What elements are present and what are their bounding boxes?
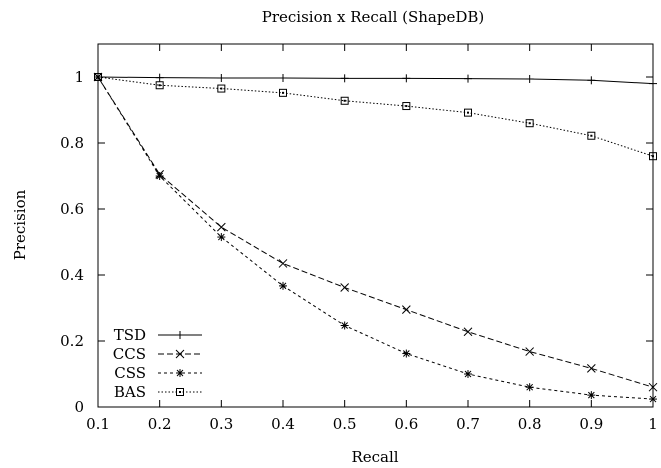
- x-tick-label: 0.8: [518, 415, 542, 433]
- data-point-tsd: [279, 73, 287, 82]
- x-tick-label: 1: [648, 415, 658, 433]
- data-point-bas: [402, 102, 411, 111]
- data-point-ccs: [401, 305, 411, 315]
- data-point-css: [525, 383, 534, 392]
- legend-label-css: CSS: [114, 364, 146, 382]
- series-line-ccs: [97, 76, 654, 388]
- data-point-ccs: [586, 364, 596, 373]
- y-tick-label: 0.6: [60, 200, 84, 218]
- data-point-bas: [464, 108, 472, 117]
- data-point-bas: [279, 88, 287, 97]
- data-point-tsd: [587, 76, 596, 85]
- y-tick-label: 0.8: [60, 134, 84, 152]
- data-point-css: [464, 370, 472, 378]
- data-point-bas: [217, 84, 226, 93]
- legend-label-ccs: CCS: [113, 345, 146, 363]
- series-group: [93, 72, 658, 404]
- plot-frame: [97, 43, 654, 408]
- data-point-ccs: [648, 382, 658, 392]
- x-tick-label: 0.2: [148, 415, 172, 433]
- data-point-css: [217, 233, 226, 242]
- axis-ticks: 0.1 0.2 0.3 0.4 0.5 0.6 0.7 0.8 0.9 1 0 0.2 0.4 0.6 0.…: [60, 44, 658, 433]
- data-point-css: [279, 281, 287, 290]
- x-tick-label: 0.5: [333, 415, 357, 433]
- data-point-css: [340, 321, 349, 330]
- data-point-bas: [649, 152, 657, 161]
- y-tick-label: 1: [74, 68, 84, 86]
- y-tick-label: 0.4: [60, 266, 84, 284]
- x-axis-label: Recall: [351, 448, 398, 466]
- data-point-bas: [155, 81, 164, 90]
- series-line-tsd: [97, 76, 654, 85]
- data-point-ccs: [278, 259, 288, 268]
- y-tick-label: 0.2: [60, 332, 84, 350]
- x-tick-label: 0.4: [271, 415, 295, 433]
- data-point-ccs: [525, 347, 535, 356]
- data-point-ccs: [463, 327, 473, 337]
- x-tick-label: 0.1: [86, 415, 110, 433]
- legend-marker-tsd: [176, 331, 184, 339]
- data-point-tsd: [649, 79, 657, 88]
- y-tick-label: 0: [74, 398, 84, 416]
- data-point-tsd: [217, 73, 226, 82]
- legend-marker-css: [176, 369, 184, 377]
- data-point-bas: [525, 119, 534, 128]
- data-point-bas: [587, 131, 596, 140]
- data-point-css: [587, 391, 596, 400]
- chart-title: Precision x Recall (ShapeDB): [262, 8, 485, 26]
- data-point-tsd: [340, 74, 349, 83]
- x-tick-label: 0.7: [456, 415, 480, 433]
- data-point-bas: [340, 96, 349, 105]
- data-point-css: [649, 395, 657, 404]
- y-axis-label: Precision: [11, 189, 29, 260]
- series-line-bas: [97, 76, 654, 157]
- legend-label-bas: BAS: [114, 383, 146, 401]
- legend-label-tsd: TSD: [114, 326, 146, 344]
- legend-marker-bas: [176, 388, 184, 396]
- x-tick-label: 0.6: [394, 415, 418, 433]
- data-point-bas: [94, 73, 102, 81]
- data-point-css: [155, 172, 164, 180]
- data-point-ccs: [216, 222, 226, 232]
- x-tick-label: 0.9: [579, 415, 603, 433]
- data-point-tsd: [464, 74, 472, 83]
- data-point-ccs: [340, 283, 350, 292]
- x-tick-label: 0.3: [209, 415, 233, 433]
- data-point-tsd: [525, 74, 534, 83]
- data-point-css: [402, 349, 411, 358]
- data-point-tsd: [155, 73, 164, 82]
- legend-marker-ccs: [175, 349, 185, 359]
- data-point-tsd: [402, 74, 411, 83]
- series-line-css: [97, 76, 654, 400]
